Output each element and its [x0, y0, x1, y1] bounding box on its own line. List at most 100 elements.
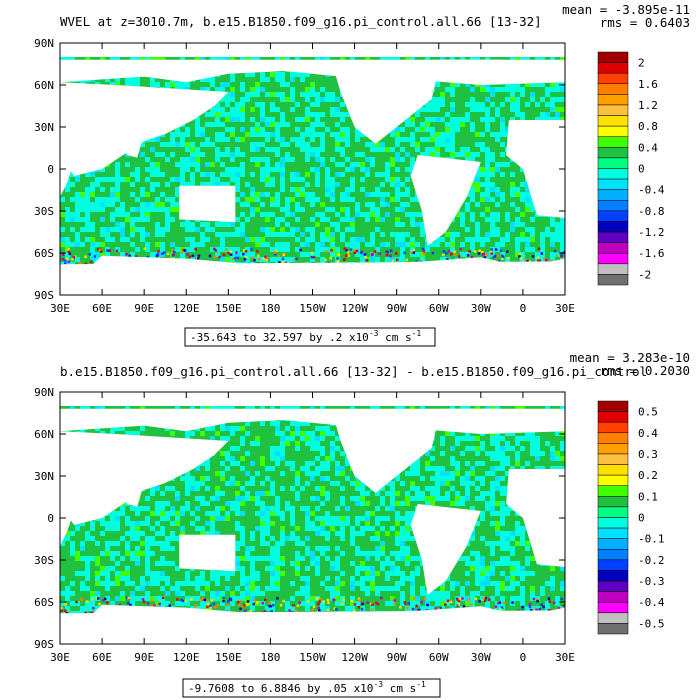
- colorbar-label: 0.4: [638, 427, 658, 440]
- colorbar-label: -1.6: [638, 247, 665, 260]
- colorbar-swatch: [597, 104, 629, 116]
- colorbar-label: 1.2: [638, 99, 658, 112]
- colorbar-swatch: [597, 464, 629, 476]
- colorbar-swatch: [597, 189, 629, 201]
- x-tick-label: 60W: [429, 651, 449, 664]
- panel-1-range-box: -35.643 to 32.597 by .2 x10-3 cm s-1: [184, 327, 436, 347]
- y-tick-label: 90S: [34, 289, 54, 302]
- panel-2-map: [59, 391, 566, 645]
- panel-2-range-unit: cm s: [383, 682, 416, 695]
- colorbar-label: -0.8: [638, 205, 665, 218]
- colorbar-swatch: [597, 559, 629, 571]
- x-tick-label: 30W: [471, 651, 491, 664]
- panel-2: b.e15.B1850.f09_g16.pi_control.all.66 [1…: [34, 350, 690, 698]
- colorbar-label: 0.3: [638, 448, 658, 461]
- y-tick-label: 0: [47, 163, 54, 176]
- x-tick-label: 0: [520, 302, 527, 315]
- panel-1-y-ticks: 90N 60N 30N 0 30S 60S 90S: [34, 37, 565, 302]
- panel-1-x-ticks: 30E 60E 90E 120E 150E 180 150W 120W 90W 60W 30W 0 30…: [50, 43, 575, 315]
- x-tick-label: 30E: [50, 302, 70, 315]
- x-tick-label: 150E: [215, 651, 242, 664]
- colorbar-label: 2: [638, 57, 645, 70]
- panel-2-range-text: -9.7608 to 6.8846 by .05 x10: [188, 682, 373, 695]
- colorbar-swatch: [597, 591, 629, 603]
- colorbar-swatch: [597, 62, 629, 74]
- x-tick-label: 60E: [92, 302, 112, 315]
- x-tick-label: 120W: [341, 651, 368, 664]
- x-tick-label: 150E: [215, 302, 242, 315]
- colorbar-swatch: [597, 51, 629, 63]
- x-tick-label: 150W: [299, 302, 326, 315]
- y-tick-label: 30N: [34, 470, 54, 483]
- y-tick-label: 60N: [34, 428, 54, 441]
- colorbar-swatch: [597, 549, 629, 561]
- panel-2-x-ticks: 30E 60E 90E 120E 150E 180 150W 120W 90W 60W 30W 0 30…: [50, 392, 575, 664]
- colorbar-swatch: [597, 252, 629, 265]
- panel-1-colorbar: 2 1.6 1.2 0.8 0.4 0 -0.4 -0.8 -1.2 -1.6 -2: [597, 51, 665, 286]
- colorbar-label: -1.2: [638, 226, 665, 239]
- colorbar-swatch: [597, 496, 629, 508]
- y-tick-label: 60S: [34, 247, 54, 260]
- colorbar-label: 0.8: [638, 120, 658, 133]
- colorbar-label: -0.3: [638, 575, 665, 588]
- colorbar-swatch: [597, 485, 629, 497]
- x-tick-label: 90E: [134, 302, 154, 315]
- colorbar-label: 0.1: [638, 490, 658, 503]
- panel-2-y-ticks: 90N 60N 30N 0 30S 60S 90S: [34, 386, 565, 651]
- panel-1-map: [59, 42, 566, 296]
- panel-1-range-exp: -3: [369, 329, 379, 338]
- colorbar-swatch: [597, 612, 629, 624]
- panel-1-rms: rms = 0.6403: [600, 15, 690, 30]
- colorbar-label: 1.6: [638, 78, 658, 91]
- x-tick-label: 120E: [173, 302, 200, 315]
- x-tick-label: 0: [520, 651, 527, 664]
- x-tick-label: 90W: [387, 651, 407, 664]
- panel-1-mean: mean = -3.895e-11: [562, 2, 690, 17]
- x-tick-label: 150W: [299, 651, 326, 664]
- x-tick-label: 30E: [555, 651, 575, 664]
- colorbar-label: -0.2: [638, 554, 665, 567]
- colorbar-swatch: [597, 210, 629, 222]
- colorbar-label: 0.4: [638, 141, 658, 154]
- y-tick-label: 60S: [34, 596, 54, 609]
- x-tick-label: 180: [260, 651, 280, 664]
- colorbar-label: -0.4: [638, 184, 665, 197]
- y-tick-label: 30S: [34, 554, 54, 567]
- colorbar-swatch: [597, 453, 629, 465]
- colorbar-swatch: [597, 200, 629, 212]
- colorbar-swatch: [597, 94, 629, 106]
- colorbar-swatch: [597, 168, 629, 180]
- colorbar-swatch: [597, 178, 629, 190]
- colorbar-swatch: [597, 474, 629, 486]
- colorbar-swatch: [597, 527, 629, 539]
- colorbar-label: 0: [638, 512, 645, 525]
- x-tick-label: 60E: [92, 651, 112, 664]
- y-tick-label: 0: [47, 512, 54, 525]
- y-tick-label: 60N: [34, 79, 54, 92]
- y-tick-label: 30S: [34, 205, 54, 218]
- panel-1-title: WVEL at z=3010.7m, b.e15.B1850.f09_g16.p…: [60, 14, 542, 29]
- colorbar-label: -0.4: [638, 596, 665, 609]
- x-tick-label: 90E: [134, 651, 154, 664]
- panel-1-range-text: -35.643 to 32.597 by .2 x10: [190, 331, 369, 344]
- x-tick-label: 120E: [173, 651, 200, 664]
- colorbar-swatch: [597, 136, 629, 148]
- colorbar-label: 0.2: [638, 469, 658, 482]
- colorbar-label: 0: [638, 163, 645, 176]
- panel-2-mean: mean = 3.283e-10: [570, 350, 690, 365]
- colorbar-swatch: [597, 570, 629, 582]
- x-tick-label: 60W: [429, 302, 449, 315]
- colorbar-swatch: [597, 400, 629, 412]
- panel-2-range-exp: -3: [373, 680, 383, 689]
- y-tick-label: 90N: [34, 37, 54, 50]
- panel-2-colorbar: 0.5 0.4 0.3 0.2 0.1 0 -0.1 -0.2 -0.3 -0.4 -0.5: [597, 400, 665, 635]
- colorbar-swatch: [597, 623, 629, 635]
- colorbar-swatch: [597, 72, 629, 85]
- panel-1: WVEL at z=3010.7m, b.e15.B1850.f09_g16.p…: [34, 2, 690, 347]
- panel-2-rms: rms = 0.2030: [600, 363, 690, 378]
- y-tick-label: 90N: [34, 386, 54, 399]
- panel-1-range-unit-exp: -1: [412, 329, 422, 338]
- colorbar-label: 0.5: [638, 406, 658, 419]
- land-mask: [60, 43, 565, 295]
- panel-2-title: b.e15.B1850.f09_g16.pi_control.all.66 [1…: [60, 364, 647, 379]
